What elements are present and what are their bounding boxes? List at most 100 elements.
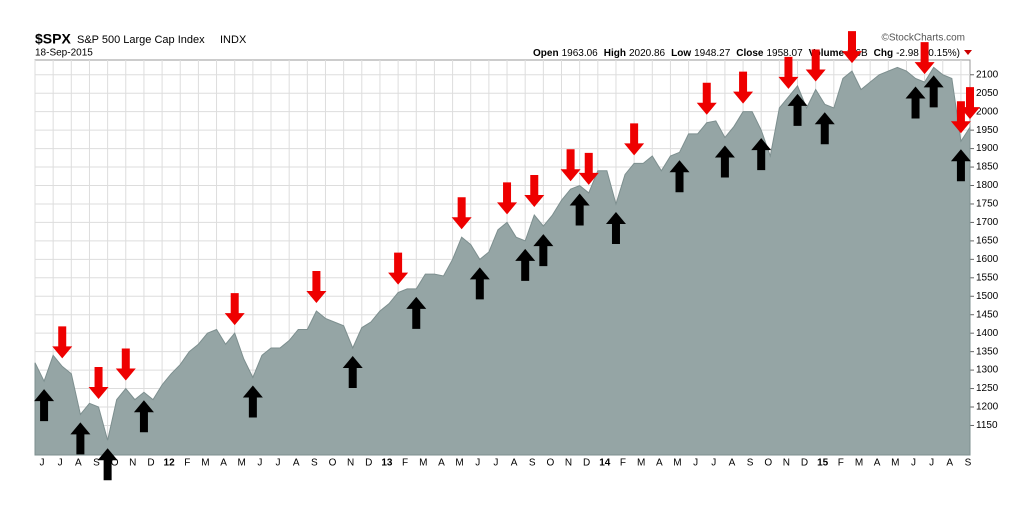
- x-tick-label: A: [729, 458, 736, 469]
- x-tick-label: N: [783, 458, 790, 469]
- x-tick-label: M: [419, 458, 427, 469]
- exchange: INDX: [220, 34, 247, 46]
- x-tick-label: M: [637, 458, 645, 469]
- x-tick-label: O: [329, 458, 337, 469]
- x-tick-label: A: [293, 458, 300, 469]
- down-arrow: [914, 42, 935, 75]
- down-marker: [964, 50, 972, 55]
- x-tick-label: M: [201, 458, 209, 469]
- up-arrow: [787, 93, 808, 126]
- y-tick-label: 1150: [976, 420, 998, 431]
- y-tick-label: 1750: [976, 199, 999, 210]
- x-tick-label: M: [855, 458, 863, 469]
- x-tick-label: S: [747, 458, 754, 469]
- down-arrow: [778, 56, 799, 89]
- x-tick-label: J: [257, 458, 262, 469]
- date: 18-Sep-2015: [35, 48, 93, 59]
- y-tick-label: 1900: [976, 143, 999, 154]
- y-tick-label: 1650: [976, 236, 999, 247]
- down-arrow: [88, 367, 109, 400]
- up-arrow: [469, 267, 490, 300]
- x-tick-label: D: [147, 458, 154, 469]
- x-tick-label: 12: [164, 458, 176, 469]
- up-arrow: [923, 75, 944, 108]
- up-arrow: [97, 448, 118, 481]
- y-tick-label: 1550: [976, 272, 999, 283]
- y-tick-label: 1400: [976, 328, 999, 339]
- x-tick-label: M: [455, 458, 463, 469]
- x-tick-label: 15: [817, 458, 829, 469]
- y-tick-label: 2000: [976, 106, 999, 117]
- up-arrow: [242, 385, 263, 418]
- x-tick-label: J: [276, 458, 281, 469]
- quote-value: 1963.06: [562, 48, 599, 59]
- x-tick-label: 13: [381, 458, 393, 469]
- down-arrow: [960, 87, 980, 120]
- down-arrow: [841, 31, 862, 64]
- x-tick-label: N: [129, 458, 136, 469]
- down-arrow: [306, 271, 327, 304]
- up-arrow: [950, 149, 971, 182]
- down-arrow: [733, 71, 754, 104]
- up-arrow: [133, 400, 154, 433]
- quote-label: High: [604, 48, 626, 59]
- index-name: S&P 500 Large Cap Index: [77, 34, 205, 46]
- up-arrow: [406, 296, 427, 329]
- up-arrow: [342, 355, 363, 388]
- up-arrow: [34, 389, 55, 422]
- y-tick-label: 1350: [976, 346, 999, 357]
- x-tick-label: D: [365, 458, 372, 469]
- up-arrow: [515, 248, 536, 281]
- x-tick-label: A: [874, 458, 881, 469]
- y-tick-label: 1200: [976, 402, 999, 413]
- x-tick-label: D: [583, 458, 590, 469]
- down-arrow: [560, 149, 581, 182]
- down-arrow: [497, 182, 518, 215]
- y-tick-label: 1250: [976, 383, 999, 394]
- area: [34, 66, 971, 456]
- x-tick-label: 14: [599, 458, 611, 469]
- quote-label: Close: [736, 48, 764, 59]
- up-arrow: [605, 211, 626, 244]
- x-tick-label: F: [620, 458, 626, 469]
- symbol: $SPX: [35, 31, 71, 47]
- up-arrow: [533, 234, 554, 267]
- down-arrow: [388, 252, 409, 285]
- x-tick-label: A: [75, 458, 82, 469]
- x-tick-label: D: [801, 458, 808, 469]
- up-arrow: [714, 145, 735, 178]
- x-tick-label: F: [838, 458, 844, 469]
- up-arrow: [905, 86, 926, 119]
- up-arrow: [70, 422, 91, 455]
- quote-line: Open 1963.06 High 2020.86 Low 1948.27 Close 195…: [533, 48, 960, 59]
- up-arrow: [669, 160, 690, 193]
- x-tick-label: J: [475, 458, 480, 469]
- copyright: ©StockCharts.com: [881, 33, 965, 44]
- up-arrow: [569, 193, 590, 226]
- x-tick-label: S: [311, 458, 318, 469]
- quote-label: Low: [671, 48, 691, 59]
- y-tick-label: 1500: [976, 291, 999, 302]
- y-tick-label: 1700: [976, 217, 999, 228]
- x-tick-label: J: [40, 458, 45, 469]
- x-tick-label: S: [93, 458, 100, 469]
- y-tick-label: 1300: [976, 365, 999, 376]
- x-tick-label: A: [946, 458, 953, 469]
- x-tick-label: A: [220, 458, 227, 469]
- x-tick-label: N: [347, 458, 354, 469]
- x-tick-label: S: [965, 458, 972, 469]
- x-tick-label: M: [673, 458, 681, 469]
- up-arrow: [751, 138, 772, 171]
- x-tick-label: J: [693, 458, 698, 469]
- quote-label: Chg: [874, 48, 893, 59]
- x-tick-label: A: [511, 458, 518, 469]
- down-arrow: [696, 82, 717, 115]
- x-tick-label: O: [546, 458, 554, 469]
- x-tick-label: O: [111, 458, 119, 469]
- x-tick-label: J: [929, 458, 934, 469]
- x-tick-label: O: [764, 458, 772, 469]
- quote-label: Volume: [809, 48, 845, 59]
- down-arrow: [115, 348, 136, 381]
- x-tick-label: S: [529, 458, 536, 469]
